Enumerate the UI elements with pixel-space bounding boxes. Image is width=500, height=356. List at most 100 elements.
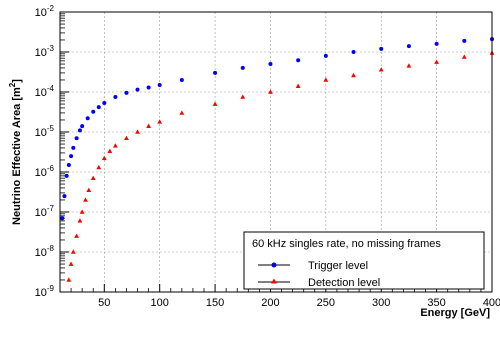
data-point bbox=[85, 116, 90, 121]
y-tick-label-exponent: -2 bbox=[47, 4, 55, 13]
data-point bbox=[68, 261, 74, 266]
y-tick-label-base: 10 bbox=[35, 167, 47, 179]
x-tick-label: 350 bbox=[427, 297, 445, 309]
data-point bbox=[135, 129, 140, 134]
x-tick-label: 200 bbox=[261, 297, 279, 309]
x-tick-label: 300 bbox=[372, 297, 390, 309]
data-point bbox=[268, 89, 273, 94]
y-tick-label: 10-6 bbox=[35, 164, 55, 179]
data-point bbox=[74, 136, 79, 141]
legend: 60 kHz singles rate, no missing frames T… bbox=[243, 231, 485, 290]
y-tick-label-exponent: -7 bbox=[47, 204, 55, 213]
data-point bbox=[268, 62, 273, 67]
legend-trigger-label: Trigger level bbox=[308, 260, 368, 272]
y-tick-label-exponent: -4 bbox=[47, 84, 55, 93]
legend-detection-label: Detection level bbox=[308, 277, 380, 289]
data-point bbox=[351, 72, 356, 78]
x-axis-title: Energy [GeV] bbox=[420, 307, 490, 319]
data-point bbox=[77, 218, 83, 223]
x-tick-label: 400 bbox=[483, 297, 500, 309]
data-point bbox=[113, 94, 118, 99]
y-tick-label-base: 10 bbox=[35, 207, 47, 219]
series-trigger-level bbox=[60, 37, 494, 221]
data-point bbox=[378, 67, 384, 72]
data-point bbox=[77, 128, 82, 133]
data-point bbox=[96, 105, 101, 110]
data-point bbox=[124, 135, 129, 140]
legend-title: 60 kHz singles rate, no missing frames bbox=[252, 238, 441, 250]
y-axis-title-superscript: 2 bbox=[8, 82, 17, 87]
data-point bbox=[107, 148, 113, 154]
data-point bbox=[86, 187, 92, 193]
y-tick-label-exponent: -9 bbox=[47, 284, 55, 293]
y-tick-label-base: 10 bbox=[35, 287, 47, 299]
data-point bbox=[74, 233, 80, 238]
data-point bbox=[323, 77, 329, 82]
y-axis-title-text: Neutrino Effective Area [m bbox=[11, 87, 23, 225]
data-point bbox=[462, 38, 467, 43]
y-tick-label-base: 10 bbox=[35, 127, 47, 139]
data-point bbox=[60, 216, 65, 221]
data-point bbox=[66, 277, 72, 282]
data-point bbox=[434, 59, 440, 64]
data-point bbox=[90, 175, 96, 180]
y-axis-title-close: ] bbox=[11, 79, 23, 83]
data-point bbox=[434, 41, 439, 46]
data-point bbox=[96, 164, 102, 170]
data-point bbox=[80, 124, 85, 129]
data-point bbox=[135, 87, 140, 92]
data-point bbox=[64, 173, 69, 178]
data-point bbox=[379, 46, 384, 51]
y-tick-label-base: 10 bbox=[35, 87, 47, 99]
y-tick-label-exponent: -8 bbox=[47, 244, 55, 253]
data-point bbox=[69, 154, 74, 159]
data-point bbox=[406, 63, 412, 68]
legend-trigger-marker bbox=[271, 262, 277, 268]
legend-entry-trigger: Trigger level bbox=[258, 260, 368, 272]
x-tick-label: 100 bbox=[151, 297, 169, 309]
y-tick-label-base: 10 bbox=[35, 47, 47, 59]
data-point bbox=[124, 90, 129, 95]
legend-box bbox=[243, 231, 485, 290]
data-point bbox=[66, 162, 71, 167]
y-tick-label: 10-8 bbox=[35, 244, 55, 259]
plot-border bbox=[59, 11, 493, 293]
data-point bbox=[102, 101, 107, 106]
data-point bbox=[406, 44, 411, 49]
data-point bbox=[179, 77, 184, 82]
data-point bbox=[101, 155, 107, 161]
y-tick-label: 10-2 bbox=[35, 4, 55, 19]
data-point bbox=[157, 119, 163, 124]
y-tick-labels: 10-910-810-710-610-510-410-310-2 bbox=[35, 4, 55, 299]
legend-detection-marker bbox=[271, 278, 277, 284]
y-tick-label-exponent: -6 bbox=[47, 164, 55, 173]
x-tick-label: 250 bbox=[317, 297, 335, 309]
data-point bbox=[179, 110, 185, 115]
data-point bbox=[240, 94, 246, 99]
x-tick-label: 150 bbox=[206, 297, 224, 309]
series-detection-level bbox=[66, 50, 495, 282]
y-tick-label-base: 10 bbox=[35, 247, 47, 259]
data-point bbox=[62, 194, 67, 199]
y-tick-label-exponent: -3 bbox=[47, 44, 55, 53]
data-point bbox=[240, 65, 245, 70]
data-point bbox=[213, 70, 218, 75]
data-point bbox=[212, 101, 218, 106]
data-point bbox=[296, 58, 301, 63]
y-tick-label: 10-5 bbox=[35, 124, 55, 139]
y-tick-label: 10-4 bbox=[35, 84, 55, 99]
data-point bbox=[146, 123, 152, 128]
y-tick-label: 10-9 bbox=[35, 284, 55, 299]
y-axis-title: Neutrino Effective Area [m2] bbox=[8, 79, 23, 225]
legend-entry-detection: Detection level bbox=[258, 277, 380, 289]
data-point bbox=[112, 143, 118, 148]
data-point bbox=[323, 53, 328, 58]
x-tick-labels: 50 100 150 200 250 300 350 400 bbox=[98, 297, 500, 309]
data-point bbox=[146, 85, 151, 90]
x-tick-label: 50 bbox=[98, 297, 110, 309]
data-point bbox=[71, 145, 76, 150]
data-point bbox=[79, 209, 85, 214]
y-tick-label-base: 10 bbox=[35, 7, 47, 19]
y-tick-label: 10-7 bbox=[35, 204, 55, 219]
